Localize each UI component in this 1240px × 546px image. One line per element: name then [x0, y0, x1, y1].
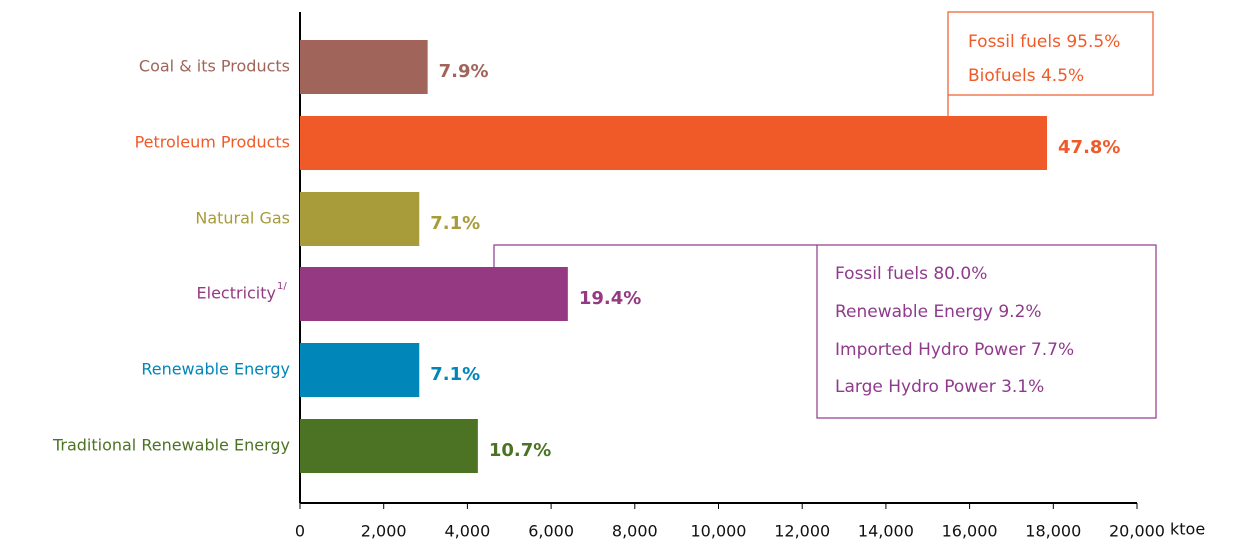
annotation-text: Fossil fuels 95.5%: [968, 32, 1120, 52]
data-label: 7.1%: [430, 213, 480, 234]
bar: [300, 419, 478, 473]
x-tick-label: 16,000: [942, 522, 998, 541]
data-label: 47.8%: [1058, 137, 1120, 158]
category-label: Electricity: [197, 284, 276, 303]
annotation-box: [816, 244, 1157, 419]
bar: [300, 267, 568, 321]
bar: [300, 116, 1048, 170]
bar: [300, 192, 420, 246]
annotation-text: Large Hydro Power 3.1%: [835, 377, 1044, 397]
annotation-text: Biofuels 4.5%: [968, 66, 1084, 86]
x-unit: ktoe: [1170, 520, 1205, 539]
category-label: Natural Gas: [195, 209, 290, 228]
x-tick-label: 20,000: [1109, 522, 1165, 541]
category-label: Renewable Energy: [141, 360, 290, 379]
annotation-text: Imported Hydro Power 7.7%: [835, 340, 1074, 360]
x-tick-label: 14,000: [858, 522, 914, 541]
bar: [300, 40, 428, 94]
data-label: 7.9%: [439, 61, 489, 82]
category-superscript: 1/: [277, 281, 287, 292]
bar: [300, 343, 420, 397]
x-tick-label: 10,000: [691, 522, 747, 541]
annotation-box: [947, 11, 1154, 96]
category-label: Coal & its Products: [139, 57, 290, 76]
x-tick-label: 6,000: [528, 522, 574, 541]
x-tick-label: 8,000: [612, 522, 658, 541]
x-tick-label: 2,000: [361, 522, 407, 541]
x-tick-label: 4,000: [444, 522, 490, 541]
data-label: 7.1%: [430, 364, 480, 385]
x-tick-label: 0: [295, 522, 305, 541]
annotation-text: Fossil fuels 80.0%: [835, 264, 987, 284]
x-tick-label: 12,000: [774, 522, 830, 541]
data-label: 19.4%: [579, 288, 641, 309]
annotation-text: Renewable Energy 9.2%: [835, 302, 1042, 322]
annotation-connector: [493, 244, 817, 268]
category-label: Petroleum Products: [135, 133, 290, 152]
data-label: 10.7%: [489, 440, 551, 461]
x-tick-label: 18,000: [1025, 522, 1081, 541]
category-label: Traditional Renewable Energy: [52, 436, 290, 455]
